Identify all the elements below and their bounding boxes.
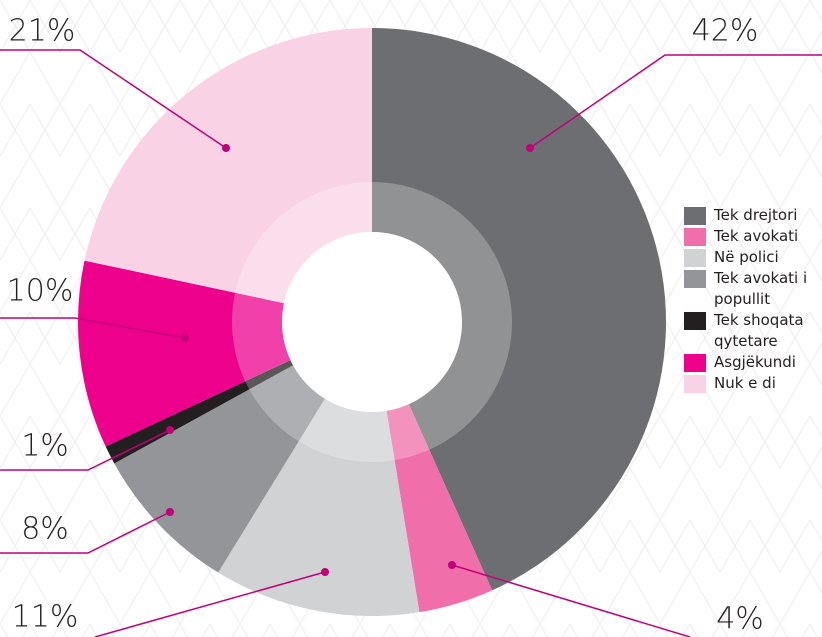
slice bbox=[77, 260, 291, 447]
legend-label: Tek avokati i popullit bbox=[714, 269, 808, 308]
legend-label: Nuk e di bbox=[714, 374, 776, 392]
legend-swatch bbox=[684, 354, 706, 372]
legend-label: Tek drejtori bbox=[714, 206, 798, 224]
legend-item: Nuk e di bbox=[684, 373, 822, 394]
leader-dot bbox=[222, 144, 230, 152]
legend-swatch bbox=[684, 228, 706, 246]
slice bbox=[114, 365, 325, 573]
leader-line bbox=[0, 49, 227, 149]
legend-label: Tek avokati bbox=[714, 227, 799, 245]
value-label: 42% bbox=[692, 14, 759, 49]
legend-item: Tek drejtori bbox=[684, 205, 822, 226]
legend-swatch bbox=[684, 249, 706, 267]
legend: Tek drejtori Tek avokati Në polici Tek avok… bbox=[684, 205, 822, 394]
legend-label: Tek shoqata qytetare bbox=[714, 311, 804, 350]
legend-swatch bbox=[684, 375, 706, 393]
leader-line bbox=[0, 317, 186, 339]
leader-line bbox=[529, 54, 822, 149]
value-label: 8% bbox=[21, 512, 69, 547]
legend-swatch bbox=[684, 312, 706, 330]
value-label: 10% bbox=[7, 274, 74, 309]
leader-dot bbox=[321, 568, 329, 576]
legend-item: Tek avokati bbox=[684, 226, 822, 247]
value-label: 4% bbox=[716, 602, 764, 637]
legend-label: Në polici bbox=[714, 248, 779, 266]
leader-dot bbox=[181, 334, 189, 342]
legend-item: Asgjëkundi bbox=[684, 352, 822, 373]
value-label: 1% bbox=[21, 429, 69, 464]
leader-line bbox=[451, 564, 691, 637]
value-label: 21% bbox=[9, 14, 76, 49]
leader-line bbox=[0, 511, 171, 554]
inner-ring bbox=[232, 182, 512, 462]
value-label: 11% bbox=[12, 600, 79, 635]
leader-dot bbox=[448, 561, 456, 569]
leader-dot bbox=[166, 508, 174, 516]
leader-dot bbox=[166, 426, 174, 434]
leader-line bbox=[0, 429, 171, 471]
slice bbox=[84, 28, 373, 304]
leader-dot bbox=[526, 144, 534, 152]
legend-swatch bbox=[684, 270, 706, 288]
legend-label: Asgjëkundi bbox=[714, 353, 796, 371]
legend-swatch bbox=[684, 207, 706, 225]
slice bbox=[386, 404, 493, 613]
legend-item: Tek shoqata qytetare bbox=[684, 310, 822, 352]
slice bbox=[105, 360, 294, 464]
leader-line bbox=[94, 571, 326, 637]
legend-item: Në polici bbox=[684, 247, 822, 268]
legend-item: Tek avokati i popullit bbox=[684, 268, 822, 310]
slice bbox=[218, 398, 420, 616]
hole bbox=[282, 232, 462, 412]
slice bbox=[372, 28, 666, 591]
